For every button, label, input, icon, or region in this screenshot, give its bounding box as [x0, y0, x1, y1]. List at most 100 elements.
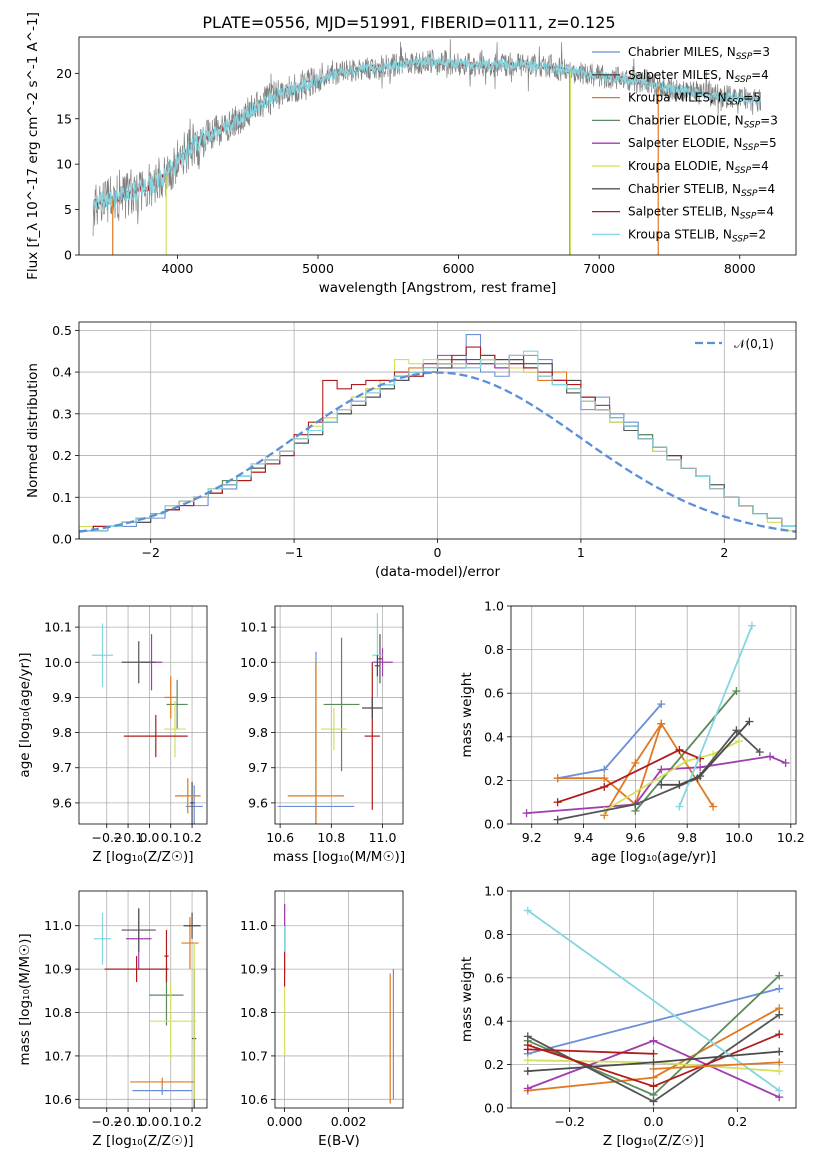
errorbar-point	[104, 956, 169, 983]
series-marker	[747, 621, 756, 630]
series-marker	[657, 780, 666, 789]
errorbar-point	[323, 637, 360, 772]
y-tick-label: 5	[64, 202, 72, 217]
series-line	[526, 755, 786, 814]
series-marker	[732, 726, 741, 735]
series-marker	[600, 782, 609, 791]
grid-7	[275, 891, 403, 1108]
x-axis-label: (data-model)/error	[375, 564, 501, 580]
legend-entry: Salpeter STELIB, NSSP=4	[628, 205, 774, 222]
legend-label: Salpeter STELIB, N	[628, 205, 740, 219]
panel-7: 0.000 0.002 10.6 10.7 10.8 10.9 11.0 E(B-V)	[240, 890, 404, 1149]
x-tick-label: 0.2	[727, 1114, 747, 1129]
series-marker	[696, 763, 705, 772]
y-tick-label: 0.8	[484, 642, 504, 657]
x-axis-label: E(B-V)	[318, 1133, 360, 1149]
y-tick-label: 9.9	[248, 690, 268, 705]
y-axis-label: mass weight	[459, 672, 475, 757]
x-tick-label: 0.1	[161, 1114, 181, 1129]
panel-8: −0.2 0.0 0.2 0.0 0.2 0.4 0.6 0.8 1.0 Z [log₁₀(Z/Z…	[459, 884, 797, 1149]
series-marker	[775, 1010, 784, 1019]
series-marker	[553, 798, 562, 807]
errorbar-point	[192, 943, 197, 1100]
series-marker	[766, 752, 775, 761]
x-axis-label: mass [log₁₀(M/M☉)]	[273, 849, 405, 865]
x-tick-label: 9.8	[677, 830, 697, 845]
y-axis-label: mass [log₁₀(M/M☉)]	[17, 933, 33, 1065]
y-tick-label: 10.0	[44, 655, 72, 670]
legend-count: =3	[752, 45, 770, 59]
y-tick-label: 11.0	[240, 918, 268, 933]
x-tick-label: 0.002	[331, 1114, 367, 1129]
series-marker	[732, 687, 741, 696]
series-marker	[649, 1064, 658, 1073]
y-tick-label: 0.4	[484, 729, 504, 744]
x-tick-label: 0.0	[139, 1114, 159, 1129]
errorbar-point	[130, 1077, 195, 1087]
errorbar-point	[93, 912, 111, 965]
series-marker	[649, 1049, 658, 1058]
y-axis-label: Normed distribution	[25, 363, 41, 498]
legend-label: Kroupa MILES, N	[628, 91, 727, 105]
y-tick-label: 9.8	[248, 725, 268, 740]
y-axis-label: mass weight	[459, 957, 475, 1042]
axes-frame	[510, 605, 797, 825]
series-marker	[675, 780, 684, 789]
y-tick-label: 9.8	[52, 725, 72, 740]
y-tick-label: 10.8	[44, 1005, 72, 1020]
legend-subscript: SSP	[744, 120, 761, 130]
x-tick-label: 0.0	[644, 1114, 664, 1129]
axes-frame	[274, 890, 404, 1109]
legend-entry: Chabrier ELODIE, NSSP=3	[628, 113, 778, 130]
legend-subscript: SSP	[735, 166, 752, 176]
x-tick-label: 10.6	[266, 830, 294, 845]
series-marker	[775, 1067, 784, 1076]
series-marker	[683, 756, 692, 765]
series-marker	[709, 750, 718, 759]
x-tick-label: −0.1	[113, 830, 143, 845]
errorbar-point	[183, 912, 201, 939]
x-axis-label: age [log₁₀(age/yr)]	[591, 849, 716, 865]
x-tick-label: 9.4	[574, 830, 594, 845]
axes-frame	[510, 890, 797, 1109]
errorbar-point	[181, 917, 199, 970]
y-tick-label: 0.5	[52, 323, 72, 338]
y-tick-label: 10.7	[44, 1048, 72, 1063]
legend-label: Salpeter ELODIE, N	[628, 136, 742, 150]
series-marker	[775, 984, 784, 993]
errorbar-point	[189, 781, 195, 824]
legend-entry: Kroupa MILES, NSSP=5	[628, 91, 761, 108]
plot-area-4	[277, 613, 393, 824]
series-line	[661, 720, 751, 786]
legend-subscript: SSP	[735, 75, 752, 85]
series-marker	[649, 1036, 658, 1045]
y-tick-label: 10.1	[44, 620, 72, 635]
series-line	[634, 690, 738, 812]
y-tick-label: 9.6	[52, 795, 72, 810]
x-axis-label: Z [log₁₀(Z/Z☉)]	[603, 1133, 704, 1149]
axes-frame	[78, 321, 797, 540]
plot-area-3	[91, 623, 203, 824]
x-tick-label: 8000	[724, 261, 756, 276]
x-tick-label: 5000	[302, 261, 334, 276]
y-tick-label: 20	[56, 66, 72, 81]
y-tick-label: 9.7	[52, 760, 72, 775]
series-marker	[600, 774, 609, 783]
y-tick-label: 0.6	[484, 686, 504, 701]
errorbar-point	[149, 982, 193, 1061]
series-marker	[696, 772, 705, 781]
axes-frame	[78, 605, 208, 825]
legend-label: Chabrier STELIB, N	[628, 182, 741, 196]
x-tick-label: 10.0	[725, 830, 753, 845]
errorbar-point	[121, 641, 156, 684]
y-tick-label: 0.0	[484, 1101, 504, 1116]
x-tick-label: −0.2	[554, 1114, 584, 1129]
y-tick-label: 0	[64, 248, 72, 263]
y-axis-label: Flux [f_λ 10^-17 erg cm^-2 s^-1 A^-1]	[25, 12, 41, 280]
y-tick-label: 0.2	[484, 1057, 504, 1072]
legend-count: =4	[751, 68, 769, 82]
legend-subscript: SSP	[742, 143, 759, 153]
axes-frame	[78, 36, 797, 256]
